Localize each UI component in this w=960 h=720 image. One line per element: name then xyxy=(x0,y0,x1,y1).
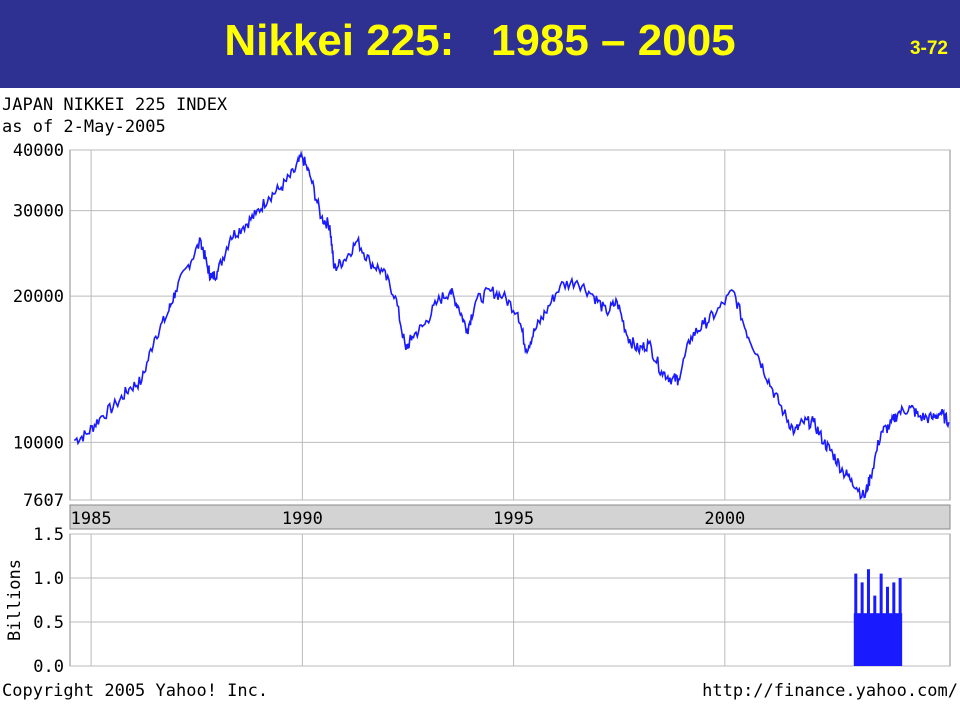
volume-y-tick-label: 1.0 xyxy=(33,569,64,589)
x-tick-label: 2000 xyxy=(704,509,745,529)
volume-bar xyxy=(854,573,858,666)
x-tick-labels: 1985 1990 1995 2000 xyxy=(71,509,746,529)
x-tick-label: 1990 xyxy=(282,509,323,529)
price-y-tick-label: 30000 xyxy=(13,202,64,222)
volume-bars xyxy=(853,569,903,666)
slide-title: Nikkei 225: 1985 – 2005 xyxy=(224,16,736,65)
volume-bar xyxy=(885,586,889,666)
copyright-text: Copyright 2005 Yahoo! Inc. xyxy=(2,681,268,701)
x-tick-label: 1985 xyxy=(71,509,112,529)
x-axis-band xyxy=(69,504,951,530)
chart-title: JAPAN NIKKEI 225 INDEX xyxy=(2,95,228,115)
title-bar: Nikkei 225: 1985 – 2005 3-72 xyxy=(0,0,960,88)
price-y-tick-label: 7607 xyxy=(23,491,64,511)
price-grid xyxy=(70,149,950,501)
price-panel: 40000 30000 20000 10000 7607 xyxy=(13,141,951,511)
volume-y-tick-labels: 1.5 1.0 0.5 0.0 xyxy=(33,525,64,677)
volume-y-tick-label: 1.5 xyxy=(33,525,64,545)
volume-plot-area xyxy=(69,533,951,667)
price-y-tick-label: 10000 xyxy=(13,433,64,453)
volume-y-tick-label: 0.0 xyxy=(33,657,64,677)
volume-bar xyxy=(898,578,902,666)
volume-grid xyxy=(70,533,950,667)
volume-bar xyxy=(873,595,877,666)
volume-bar xyxy=(860,582,864,666)
volume-y-axis-label: Billions xyxy=(5,559,25,641)
volume-bar xyxy=(879,573,883,666)
price-y-tick-labels: 40000 30000 20000 10000 7607 xyxy=(13,141,64,511)
volume-panel: 1.5 1.0 0.5 0.0 Billions xyxy=(5,525,951,677)
price-y-tick-label: 20000 xyxy=(13,287,64,307)
nikkei-chart: JAPAN NIKKEI 225 INDEX as of 2-May-2005 … xyxy=(2,95,958,701)
volume-bar xyxy=(892,582,896,666)
x-tick-label: 1995 xyxy=(493,509,534,529)
source-url: http://finance.yahoo.com/ xyxy=(702,681,958,701)
price-y-tick-label: 40000 xyxy=(13,141,64,161)
chart-subtitle: as of 2-May-2005 xyxy=(2,117,166,137)
volume-y-tick-label: 0.5 xyxy=(33,613,64,633)
price-plot-area xyxy=(69,149,951,501)
volume-bar xyxy=(866,569,870,666)
slide-number: 3-72 xyxy=(909,38,948,59)
price-line xyxy=(73,150,950,500)
